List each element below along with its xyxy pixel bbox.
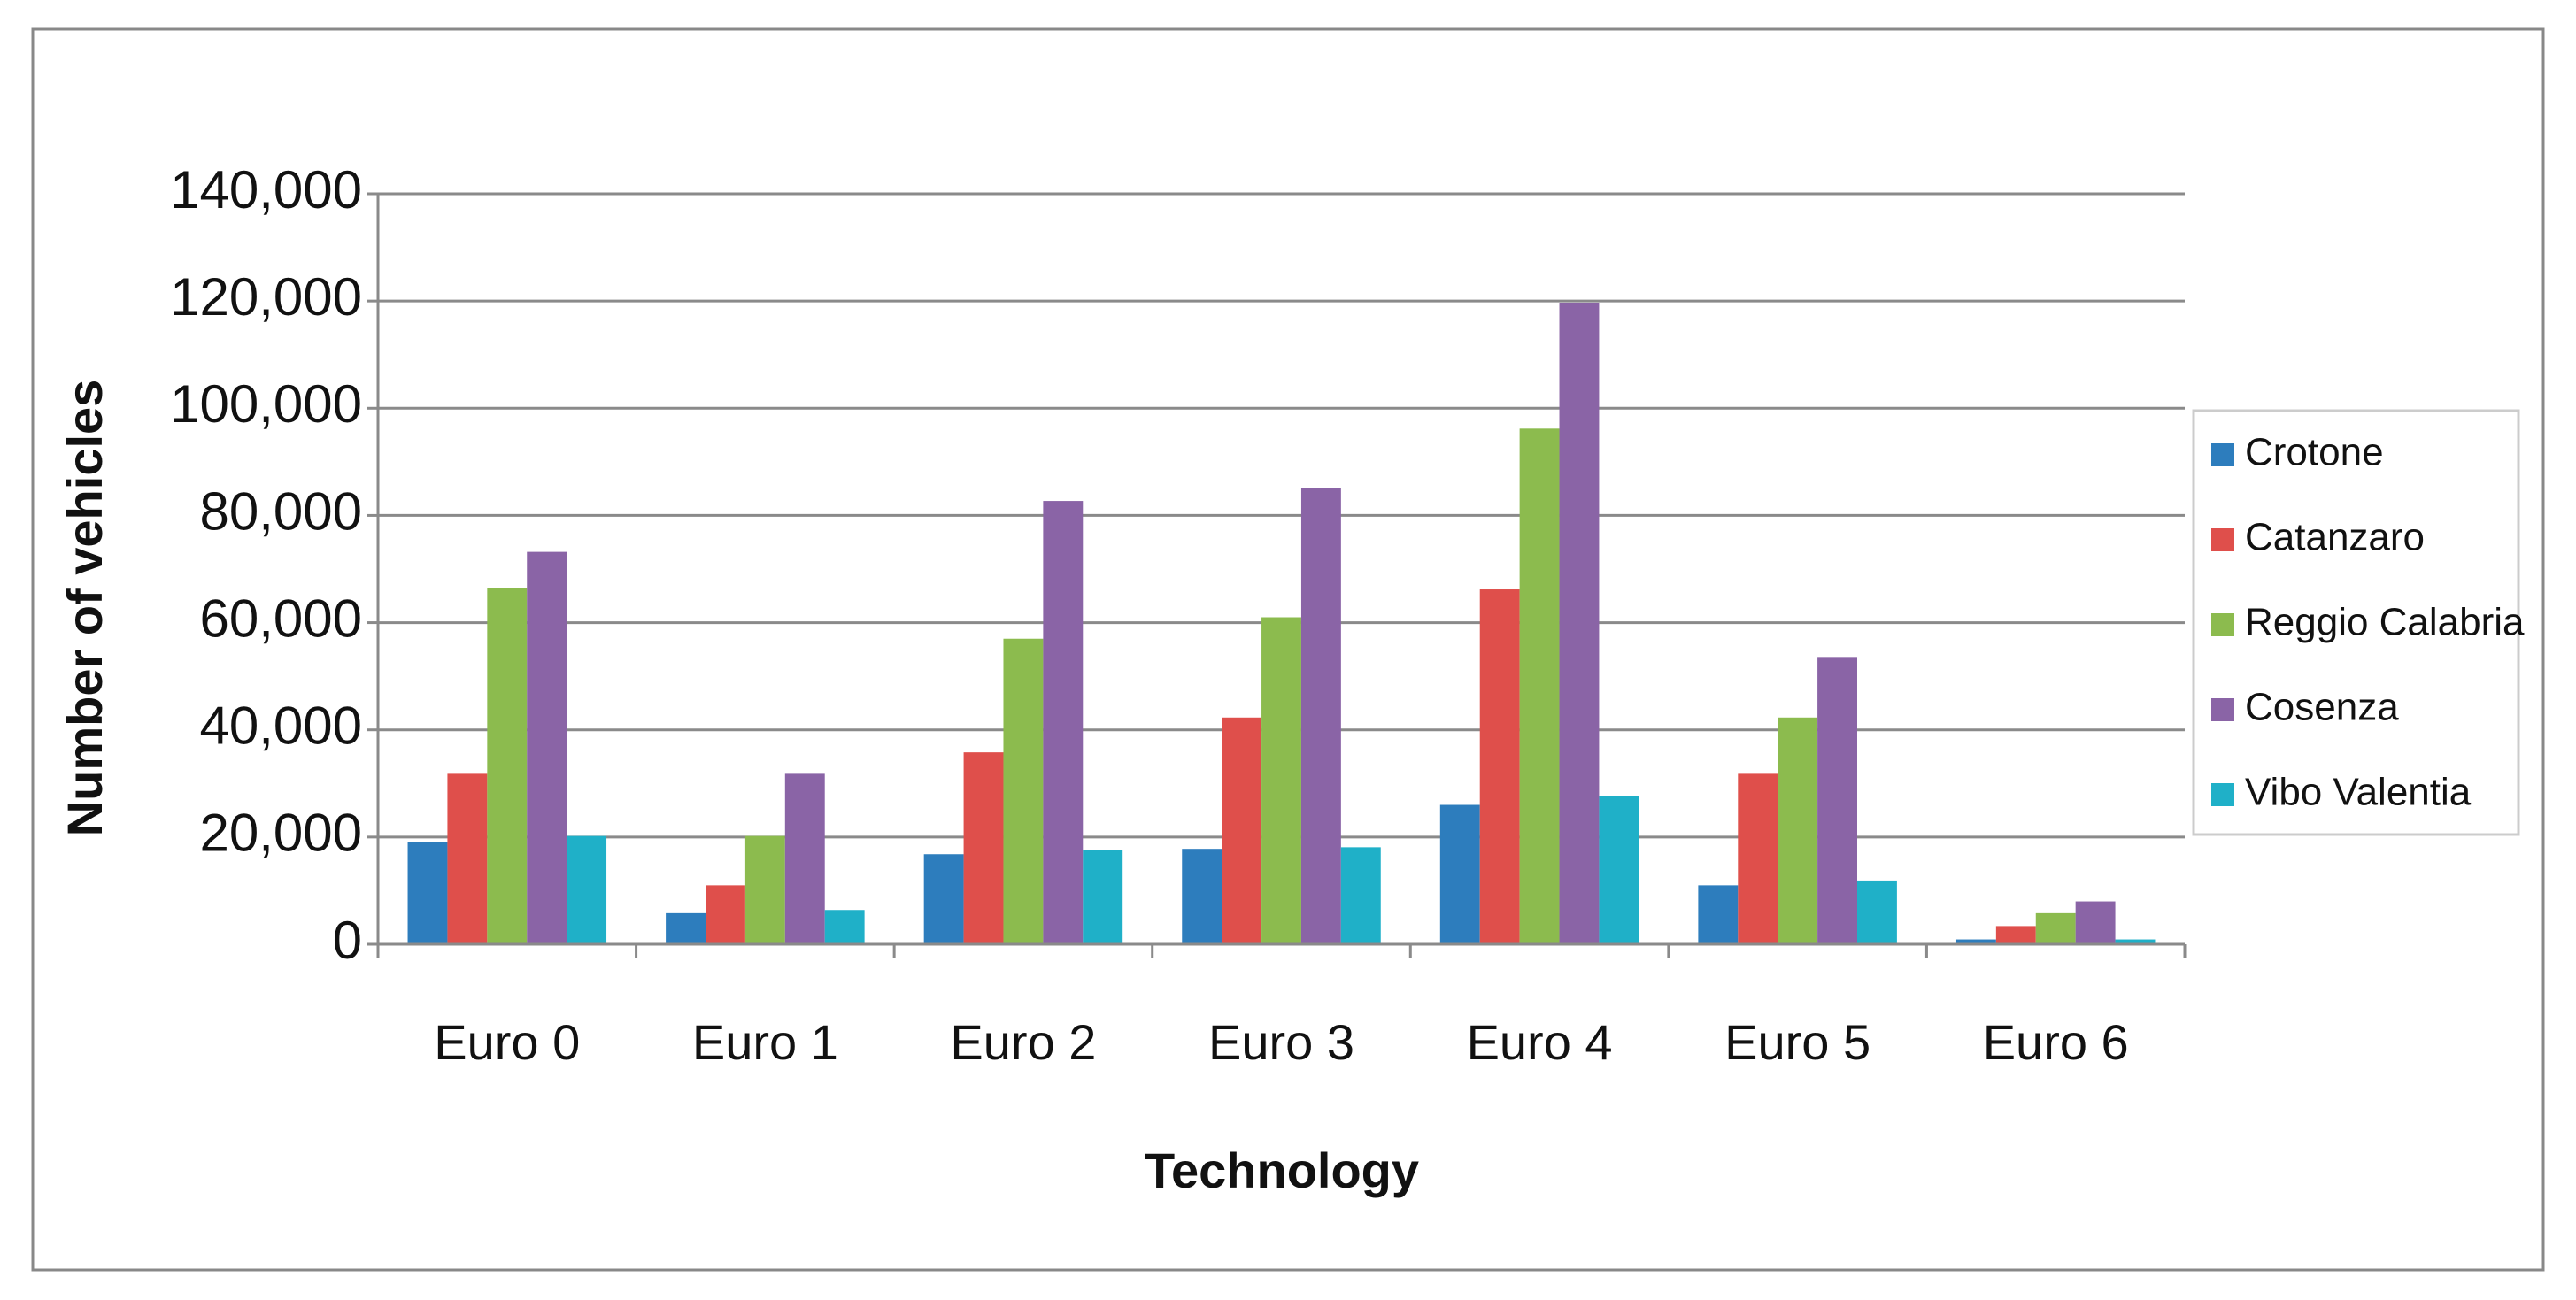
bar: [923, 854, 964, 944]
y-tick-label: 80,000: [199, 481, 362, 541]
y-axis-title: Number of vehicles: [57, 380, 112, 837]
bar: [1182, 849, 1222, 944]
legend-swatch: [2211, 698, 2234, 721]
x-tick-label: Euro 0: [434, 1014, 580, 1070]
bar: [2075, 901, 2116, 944]
bar: [1261, 617, 1301, 944]
legend-label: Cosenza: [2245, 686, 2399, 729]
legend-label: Reggio Calabria: [2245, 601, 2525, 644]
x-tick-label: Euro 5: [1724, 1014, 1870, 1070]
bar: [1599, 796, 1639, 944]
bar: [1698, 885, 1739, 944]
y-tick-label: 0: [333, 911, 362, 970]
x-tick-label: Euro 6: [1983, 1014, 2129, 1070]
bar: [706, 885, 745, 944]
bar: [1222, 717, 1262, 944]
bar: [1856, 880, 1897, 944]
bar: [1817, 657, 1857, 944]
bar: [1300, 488, 1341, 944]
bar: [2035, 912, 2076, 944]
bar: [1083, 850, 1123, 944]
bar: [1738, 773, 1778, 944]
bar: [963, 752, 1004, 944]
y-tick-label: 120,000: [170, 267, 362, 327]
legend-frame: [2192, 409, 2520, 836]
bar: [824, 910, 865, 944]
y-tick-label: 20,000: [199, 804, 362, 863]
bar: [1995, 926, 2036, 944]
legend-swatch: [2211, 443, 2234, 466]
legend-swatch: [2211, 613, 2234, 636]
bar: [1439, 804, 1480, 944]
y-tick-label: 60,000: [199, 588, 362, 648]
y-tick-label: 40,000: [199, 696, 362, 756]
bar: [1778, 717, 1818, 944]
legend-swatch: [2211, 528, 2234, 551]
bar: [1003, 638, 1044, 944]
bar: [1043, 501, 1084, 944]
legend-label: Catanzaro: [2245, 516, 2425, 559]
bar: [784, 773, 825, 944]
x-tick-label: Euro 4: [1467, 1014, 1613, 1070]
bar: [666, 912, 706, 944]
x-axis-title: Technology: [1145, 1142, 1419, 1198]
legend-label: Crotone: [2245, 431, 2384, 474]
bar: [567, 835, 607, 944]
x-tick-label: Euro 1: [692, 1014, 838, 1070]
bar: [407, 842, 448, 944]
bar: [527, 551, 567, 944]
legend-swatch: [2211, 783, 2234, 806]
x-tick-label: Euro 2: [950, 1014, 1096, 1070]
x-tick-label: Euro 3: [1208, 1014, 1354, 1070]
bar: [2115, 939, 2156, 944]
bar: [1559, 302, 1600, 945]
y-tick-label: 140,000: [170, 160, 362, 219]
bar: [1955, 939, 1996, 944]
y-tick-label: 100,000: [170, 374, 362, 434]
bar: [1340, 847, 1381, 944]
bar: [1519, 428, 1560, 944]
bar: [1479, 589, 1520, 944]
legend-label: Vibo Valentia: [2245, 771, 2472, 814]
bar: [744, 835, 785, 944]
bar: [447, 773, 488, 944]
bar: [487, 588, 528, 944]
